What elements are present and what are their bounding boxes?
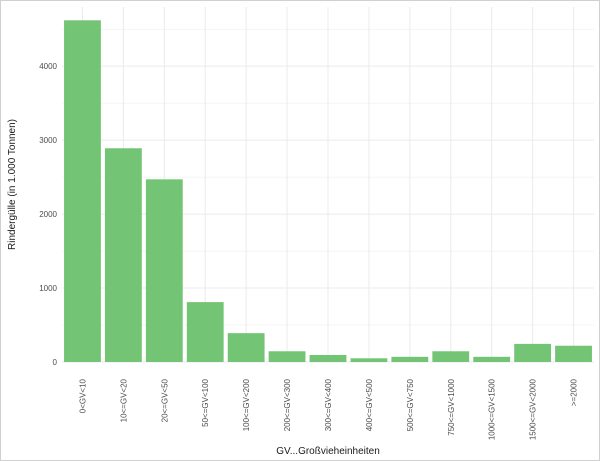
x-tick-label: 100<=GV<200	[242, 378, 251, 431]
x-tick-label: 0<GV<10	[78, 378, 87, 413]
x-axis-ticks: 0<GV<10 10<=GV<20 20<=GV<50 50<=GV<100 100<=…	[78, 378, 578, 440]
bar	[432, 351, 470, 362]
x-tick-label: 1000<=GV<1500	[488, 378, 497, 440]
y-tick-label: 4000	[39, 62, 57, 71]
x-tick-label: 750<=GV<1000	[447, 378, 456, 435]
x-tick-label: 20<=GV<50	[160, 378, 169, 422]
y-tick-label: 1000	[39, 284, 57, 293]
x-tick-label: 500<=GV<750	[406, 378, 415, 431]
bar	[473, 356, 511, 362]
bar	[64, 20, 101, 362]
x-tick-label: 50<=GV<100	[201, 378, 210, 426]
bars	[64, 20, 592, 362]
bar	[350, 358, 388, 362]
bar	[104, 148, 142, 362]
x-tick-label: 10<=GV<20	[119, 378, 128, 422]
bar	[227, 333, 265, 362]
bar	[186, 302, 224, 362]
y-tick-label: 0	[53, 358, 58, 367]
x-tick-label: 300<=GV<400	[324, 378, 333, 431]
x-tick-label: 1500<=GV<2000	[529, 378, 538, 440]
bar	[145, 179, 183, 362]
x-tick-label: >=2000	[570, 378, 579, 406]
x-tick-label: 400<=GV<500	[365, 378, 374, 431]
y-axis-ticks: 0 1000 2000 3000 4000	[39, 62, 57, 367]
x-tick-label: 200<=GV<300	[283, 378, 292, 431]
x-axis-title: GV...Großvieheinheiten	[276, 446, 380, 457]
bar	[555, 345, 592, 362]
bar	[309, 354, 347, 362]
y-axis-title: Rindergülle (in 1.000 Tonnen)	[7, 119, 18, 250]
y-tick-label: 3000	[39, 136, 57, 145]
y-tick-label: 2000	[39, 210, 57, 219]
bar	[514, 343, 552, 362]
bar	[268, 351, 306, 362]
bar	[391, 356, 429, 362]
